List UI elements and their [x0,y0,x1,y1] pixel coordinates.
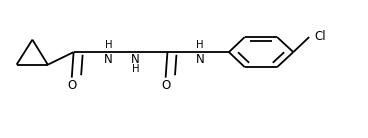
Text: H: H [132,64,139,74]
Text: H: H [105,40,112,50]
Text: O: O [67,79,77,92]
Text: O: O [161,79,170,92]
Text: N: N [195,53,204,66]
Text: N: N [131,53,140,66]
Text: H: H [196,40,204,50]
Text: N: N [104,53,113,66]
Text: Cl: Cl [314,30,326,43]
